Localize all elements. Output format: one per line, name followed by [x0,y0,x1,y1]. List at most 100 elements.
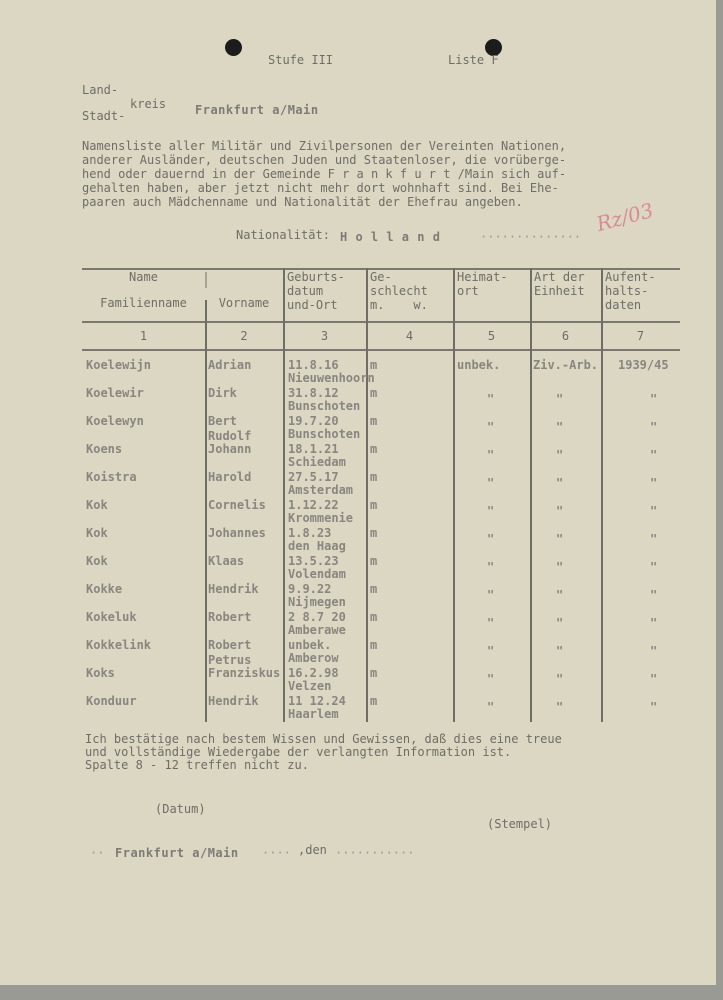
first-name: Hendrik [208,582,259,596]
sex: m [370,638,378,652]
birth-place: Nijmegen [288,595,346,609]
stay-dates: " [650,532,658,546]
intro-line: Namensliste aller Militär und Zivilperso… [82,139,567,153]
column-divider [453,268,455,722]
family-name: Kok [86,498,108,512]
family-name: Konduur [86,694,137,708]
unit-type: " [556,476,564,490]
kreis-label: kreis [130,97,167,111]
header-column-3: Geburts- datum und-Ort [287,270,345,312]
birth-place: Velzen [288,679,332,693]
family-name: Koelewir [86,386,144,400]
family-name: Koens [86,442,123,456]
punch-hole [485,39,502,56]
first-name: Franziskus [208,666,281,680]
column-number: 3 [320,329,329,343]
first-name: Cornelis [208,498,266,512]
stempel-label: (Stempel) [487,817,553,831]
family-name: Koks [86,666,115,680]
stay-dates: " [650,644,658,658]
first-name: Johannes [208,526,266,540]
first-name: Adrian [208,358,252,372]
home-town: " [487,644,495,658]
den-label: ,den [298,843,327,857]
unit-type: Ziv.-Arb. [533,358,599,372]
header-column-6: Art der Einheit [534,270,585,298]
dotted-line: ··········· [335,846,415,860]
stay-dates: 1939/45 [618,358,669,372]
first-name: Robert [208,610,252,624]
stay-dates: " [650,476,658,490]
unit-type: " [556,616,564,630]
table-rule [82,268,680,270]
column-number: 4 [405,329,414,343]
family-name: Kokke [86,582,123,596]
nationality-value: H o l l a n d [340,230,441,244]
sex: m [370,414,378,428]
birth-place: Volendam [288,567,346,581]
sex: m [370,554,378,568]
header-familienname: Familienname [100,296,187,310]
birth-place: Haarlem [288,707,339,721]
unit-type: " [556,420,564,434]
dotted-line: ·············· [480,230,582,244]
stay-dates: " [650,504,658,518]
unit-type: " [556,532,564,546]
birth-place: Bunschoten [288,399,361,413]
sex: m [370,582,378,596]
first-name: Johann [208,442,252,456]
birth-date: 16.2.98 [288,666,339,680]
unit-type: " [556,504,564,518]
home-town: " [487,448,495,462]
birth-place: Amsterdam [288,483,354,497]
birth-date: 27.5.17 [288,470,339,484]
stufe-label: Stufe III [268,53,334,67]
birth-date: 18.1.21 [288,442,339,456]
column-divider [205,272,207,288]
birth-date: 31.8.12 [288,386,339,400]
unit-type: " [556,392,564,406]
header-column-4: Ge- schlecht m. w. [370,270,428,312]
home-town: " [487,616,495,630]
sex: m [370,526,378,540]
birth-date: 11 12.24 [288,694,346,708]
home-town: " [487,700,495,714]
stay-dates: " [650,700,658,714]
confirmation-line: und vollständige Wiedergabe der verlangt… [85,745,512,759]
birth-date: 1.12.22 [288,498,339,512]
unit-type: " [556,588,564,602]
birth-place: Schiedam [288,455,346,469]
column-divider [601,268,603,722]
dotted-line: ···· [262,846,291,860]
birth-date: 19.7.20 [288,414,339,428]
signature-place: Frankfurt a/Main [115,846,239,860]
home-town: " [487,504,495,518]
nationality-label: Nationalität: [236,228,330,242]
first-name-second: Rudolf [208,429,252,443]
birth-place: Krommenie [288,511,354,525]
header-column-5: Heimat- ort [457,270,508,298]
header-name: Name [129,270,158,284]
stay-dates: " [650,672,658,686]
column-divider [366,268,368,722]
unit-type: " [556,560,564,574]
home-town: unbek. [457,358,501,372]
handwritten-mark: Rz/03 [593,197,656,237]
document-page: Stufe III Liste F Land- kreis Stadt- Fra… [0,0,716,985]
home-town: " [487,476,495,490]
birth-date: 9.9.22 [288,582,332,596]
column-divider [530,268,532,722]
family-name: Kok [86,554,108,568]
intro-line: hend oder dauernd in der Gemeinde F r a … [82,167,567,181]
home-town: " [487,420,495,434]
column-divider [283,268,285,722]
stay-dates: " [650,560,658,574]
land-label: Land- [82,83,119,97]
header-column-7: Aufent- halts- daten [605,270,656,312]
column-number: 5 [487,329,496,343]
sex: m [370,358,378,372]
birth-place: den Haag [288,539,346,553]
first-name: Klaas [208,554,245,568]
sex: m [370,470,378,484]
birth-date: 1.8.23 [288,526,332,540]
